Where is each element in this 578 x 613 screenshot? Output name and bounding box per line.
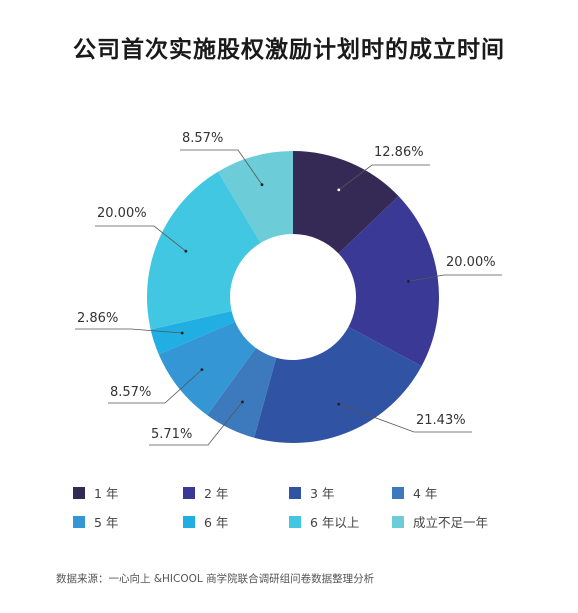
- leader-line: [408, 274, 502, 282]
- legend-swatch: [289, 486, 301, 499]
- donut-slice: [207, 347, 277, 438]
- legend-item: 5 年: [73, 512, 118, 531]
- donut-slice: [338, 196, 440, 367]
- leader-dot: [260, 183, 264, 187]
- donut-slice: [218, 151, 293, 243]
- legend-item: 3 年: [289, 483, 334, 502]
- data-labels: 12.86% 20.00% 21.43% 5.71% 8.57% 2.86% 20.00% 8…: [77, 131, 496, 442]
- legend-swatch: [183, 486, 195, 499]
- data-label: 12.86%: [374, 145, 424, 160]
- donut-slice: [146, 171, 261, 330]
- donut-slice: [254, 326, 422, 444]
- legend-label: 2 年: [204, 486, 229, 501]
- data-label: 20.00%: [97, 206, 147, 221]
- donut-slice: [158, 321, 256, 416]
- data-label: 21.43%: [416, 413, 466, 428]
- leader-dot: [337, 188, 341, 192]
- leader-dot: [184, 249, 188, 253]
- legend-swatch: [73, 515, 85, 528]
- data-label: 8.57%: [182, 131, 223, 146]
- data-label: 8.57%: [110, 385, 151, 400]
- legend-label: 5 年: [94, 515, 119, 530]
- data-label: 5.71%: [151, 427, 192, 442]
- donut-slice: [293, 151, 399, 254]
- donut-slices: [146, 151, 440, 444]
- leader-line: [338, 403, 472, 433]
- legend-item: 2 年: [183, 483, 228, 502]
- legend-label: 6 年: [204, 515, 229, 530]
- leader-line: [338, 164, 430, 191]
- leader-dot: [200, 368, 204, 372]
- legend-item: 1 年: [73, 483, 118, 502]
- legend-item: 6 年以上: [289, 512, 359, 531]
- leader-line: [149, 401, 243, 446]
- legend-item: 成立不足一年: [392, 512, 488, 531]
- leader-line: [75, 328, 183, 334]
- legend-swatch: [73, 486, 85, 499]
- leader-dot: [241, 400, 244, 404]
- data-source-note: 数据来源：一心向上 &HICOOL 商学院联合调研组问卷数据整理分析: [56, 573, 375, 585]
- legend-swatch: [392, 486, 404, 499]
- leader-dot: [180, 331, 184, 335]
- legend-item: 6 年: [183, 512, 228, 531]
- leader-line: [180, 149, 263, 185]
- leader-dot: [337, 402, 341, 406]
- legend-swatch: [392, 515, 404, 528]
- legend-swatch: [289, 515, 301, 528]
- donut-slice: [150, 311, 236, 355]
- legend-label: 成立不足一年: [413, 515, 489, 530]
- legend-label: 6 年以上: [310, 515, 360, 530]
- chart-title: 公司首次实施股权激励计划时的成立时间: [73, 37, 505, 63]
- leader-lines: [75, 149, 502, 446]
- legend-label: 4 年: [413, 486, 438, 501]
- legend-label: 3 年: [310, 486, 335, 501]
- legend-item: 4 年: [392, 483, 437, 502]
- data-label: 2.86%: [77, 311, 118, 326]
- leader-line: [108, 369, 203, 404]
- leader-dot: [407, 279, 410, 283]
- legend-swatch: [183, 515, 195, 528]
- leader-line: [95, 225, 187, 252]
- legend-label: 1 年: [94, 486, 119, 501]
- data-label: 20.00%: [446, 255, 496, 270]
